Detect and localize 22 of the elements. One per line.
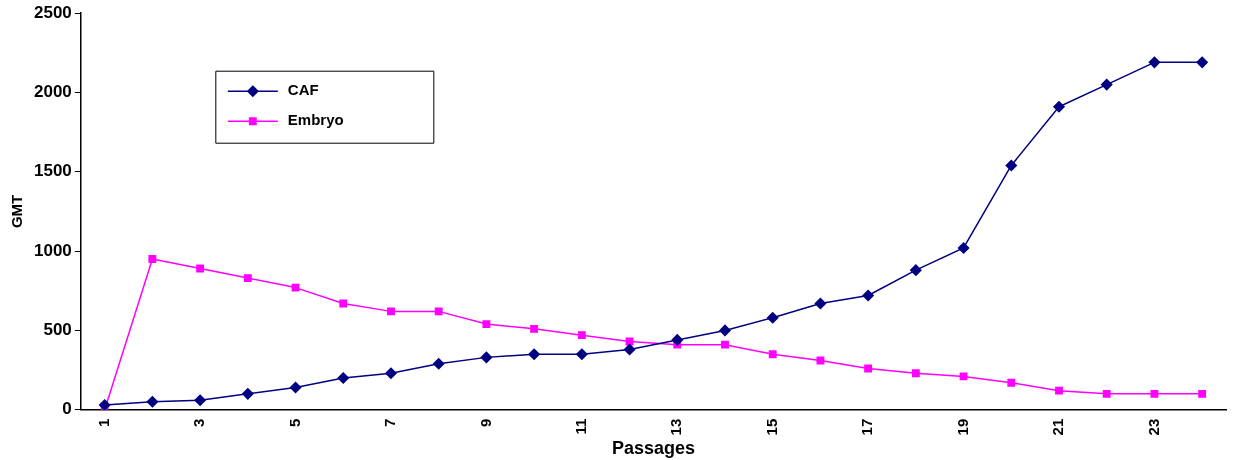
x-tick-label: 5 [285, 418, 303, 428]
y-tick-label: 500 [43, 320, 72, 340]
x-tick-label: 17 [858, 418, 876, 436]
x-tick-label: 21 [1049, 418, 1067, 436]
x-tick-label: 19 [953, 418, 971, 436]
y-tick-label: 2000 [33, 82, 72, 102]
x-tick-label: 11 [571, 418, 589, 435]
x-tick-label: 13 [667, 418, 685, 436]
legend-label: Embryo [287, 111, 344, 129]
x-axis-title: Passages [611, 438, 695, 459]
y-tick-label: 2500 [33, 2, 72, 22]
y-tick-label: 1500 [33, 161, 72, 181]
y-axis-title: GMT [8, 194, 26, 229]
x-tick-label: 9 [476, 418, 494, 428]
legend-label: CAF [287, 81, 319, 99]
x-tick-label: 3 [190, 418, 208, 428]
x-tick-label: 7 [381, 418, 399, 428]
x-tick-label: 23 [1144, 418, 1162, 436]
x-tick-label: 1 [94, 418, 112, 428]
x-tick-label: 15 [762, 418, 780, 436]
y-tick-label: 0 [62, 399, 72, 419]
y-tick-label: 1000 [33, 240, 72, 260]
